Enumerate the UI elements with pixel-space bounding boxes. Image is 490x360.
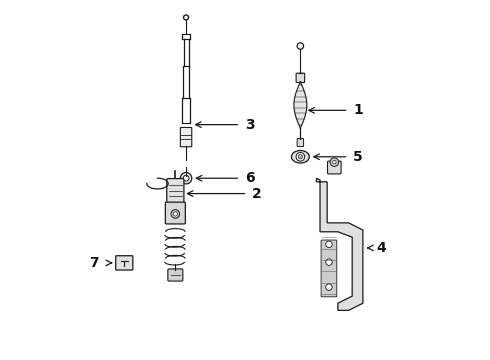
Circle shape: [298, 155, 302, 159]
FancyBboxPatch shape: [167, 179, 184, 204]
Circle shape: [183, 175, 189, 181]
Circle shape: [326, 259, 332, 265]
FancyBboxPatch shape: [327, 161, 341, 174]
Text: 6: 6: [245, 171, 255, 185]
FancyBboxPatch shape: [321, 240, 337, 297]
FancyBboxPatch shape: [171, 178, 180, 180]
Circle shape: [180, 172, 192, 184]
Text: 1: 1: [353, 103, 363, 117]
FancyBboxPatch shape: [180, 127, 192, 147]
Circle shape: [173, 212, 177, 216]
Circle shape: [326, 241, 332, 248]
Circle shape: [171, 210, 180, 218]
Circle shape: [330, 158, 339, 166]
FancyBboxPatch shape: [297, 139, 304, 147]
Text: 7: 7: [90, 256, 99, 270]
Text: 4: 4: [376, 241, 386, 255]
Circle shape: [326, 284, 332, 291]
Text: 3: 3: [245, 118, 255, 132]
Polygon shape: [317, 178, 363, 310]
Circle shape: [297, 43, 304, 49]
FancyBboxPatch shape: [168, 269, 183, 281]
Ellipse shape: [292, 150, 309, 163]
Text: 5: 5: [353, 150, 363, 164]
FancyBboxPatch shape: [116, 256, 133, 270]
Circle shape: [184, 15, 189, 20]
Text: 2: 2: [252, 186, 262, 201]
Circle shape: [333, 160, 336, 164]
FancyBboxPatch shape: [296, 73, 305, 82]
Circle shape: [296, 153, 305, 161]
FancyBboxPatch shape: [165, 202, 185, 224]
